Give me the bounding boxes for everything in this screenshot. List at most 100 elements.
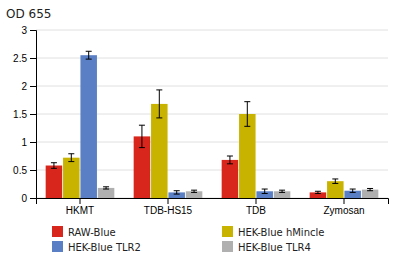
error-line — [352, 189, 353, 192]
error-line — [159, 90, 160, 118]
error-cap — [367, 188, 373, 189]
legend-label: HEK-Blue hMincle — [238, 227, 324, 238]
error-cap — [367, 190, 373, 191]
error-line — [247, 102, 248, 127]
error-cap — [103, 186, 109, 187]
error-line — [88, 51, 89, 59]
y-axis: 0 0.5 1 1.5 2 2.5 3 — [13, 25, 36, 204]
error-cap — [315, 191, 321, 192]
error-cap — [227, 163, 233, 164]
title: OD 655 — [6, 7, 51, 21]
error-cap — [103, 189, 109, 190]
error-bar — [279, 190, 285, 192]
error-cap — [227, 156, 233, 157]
y-tick-label: 0 — [21, 193, 27, 204]
bar — [80, 55, 97, 198]
bar — [186, 191, 203, 198]
bar — [98, 188, 115, 198]
error-cap — [174, 190, 180, 191]
y-tick-label: 1.5 — [13, 109, 27, 120]
y-tick: 2.5 — [13, 53, 36, 64]
bar — [310, 192, 327, 198]
chart-container: HKMT TDB-HS15 TDB Zymosan 0 0.5 1 1.5 2 2.5 3 OD 65… — [0, 0, 400, 270]
error-cap — [139, 147, 145, 148]
bar — [222, 160, 239, 198]
y-tick-label: 3 — [21, 25, 27, 36]
bar — [327, 181, 344, 198]
legend-label: RAW-Blue — [68, 227, 116, 238]
bar — [362, 190, 379, 198]
error-cap — [332, 183, 338, 184]
error-line — [229, 156, 230, 164]
y-tick-mark — [30, 58, 36, 59]
error-cap — [139, 125, 145, 126]
y-tick-mark — [30, 170, 36, 171]
bar — [63, 158, 80, 198]
error-line — [141, 125, 142, 147]
x-axis: HKMT TDB-HS15 TDB Zymosan — [37, 198, 389, 216]
error-cap — [350, 192, 356, 193]
error-bar — [191, 190, 197, 192]
error-cap — [262, 189, 268, 190]
y-tick-label: 2 — [21, 81, 27, 92]
x-tick: TDB-HS15 — [144, 198, 193, 216]
error-line — [335, 179, 336, 183]
error-bar — [86, 51, 92, 59]
legend-swatch — [52, 226, 63, 237]
grid — [36, 30, 388, 198]
error-cap — [262, 193, 268, 194]
error-cap — [244, 101, 250, 102]
y-axis-line — [30, 31, 37, 199]
error-cap — [68, 161, 74, 162]
x-tick: TDB — [246, 198, 266, 216]
y-tick: 0 — [21, 193, 36, 204]
y-tick-label: 0.5 — [13, 165, 27, 176]
y-tick: 2 — [21, 81, 36, 92]
legend-item: HEK-Blue TLR4 — [222, 241, 311, 253]
bar — [151, 104, 168, 198]
x-tick: HKMT — [66, 198, 94, 216]
y-tick: 1 — [21, 137, 36, 148]
error-bar — [103, 187, 109, 189]
y-tick-mark — [30, 30, 36, 31]
error-line — [264, 189, 265, 193]
grid-line — [36, 30, 388, 31]
y-tick: 1.5 — [13, 109, 36, 120]
bar — [274, 191, 291, 198]
error-cap — [86, 59, 92, 60]
error-cap — [191, 190, 197, 191]
error-bar — [68, 154, 74, 162]
error-bar — [227, 156, 233, 164]
error-cap — [350, 189, 356, 190]
y-tick-label: 1 — [21, 137, 27, 148]
legend-item: RAW-Blue — [52, 226, 116, 238]
legend: RAW-BlueHEK-Blue hMincleHEK-Blue TLR2HEK… — [52, 226, 324, 253]
error-cap — [86, 51, 92, 52]
error-cap — [244, 126, 250, 127]
x-axis-line — [37, 199, 389, 205]
error-bar — [51, 163, 57, 169]
y-tick-mark — [30, 86, 36, 87]
x-tick-mark — [80, 198, 81, 204]
x-tick-label: Zymosan — [323, 205, 364, 216]
plot: HKMT TDB-HS15 TDB Zymosan 0 0.5 1 1.5 2 2.5 3 — [13, 25, 388, 216]
error-bar — [332, 179, 338, 183]
x-tick-mark — [168, 198, 169, 204]
x-tick-label: TDB-HS15 — [144, 205, 193, 216]
x-tick-label: TDB — [246, 205, 266, 216]
y-tick-label: 2.5 — [13, 53, 27, 64]
x-tick-mark — [256, 198, 257, 204]
series — [63, 90, 344, 198]
legend-swatch — [52, 241, 63, 252]
bar — [239, 114, 256, 198]
error-cap — [315, 193, 321, 194]
bar — [46, 166, 63, 198]
error-line — [176, 191, 177, 194]
error-cap — [156, 117, 162, 118]
error-bar — [139, 125, 145, 147]
legend-item: HEK-Blue hMincle — [222, 226, 324, 238]
error-cap — [279, 190, 285, 191]
error-cap — [51, 162, 57, 163]
error-line — [53, 163, 54, 169]
legend-swatch — [222, 241, 233, 252]
